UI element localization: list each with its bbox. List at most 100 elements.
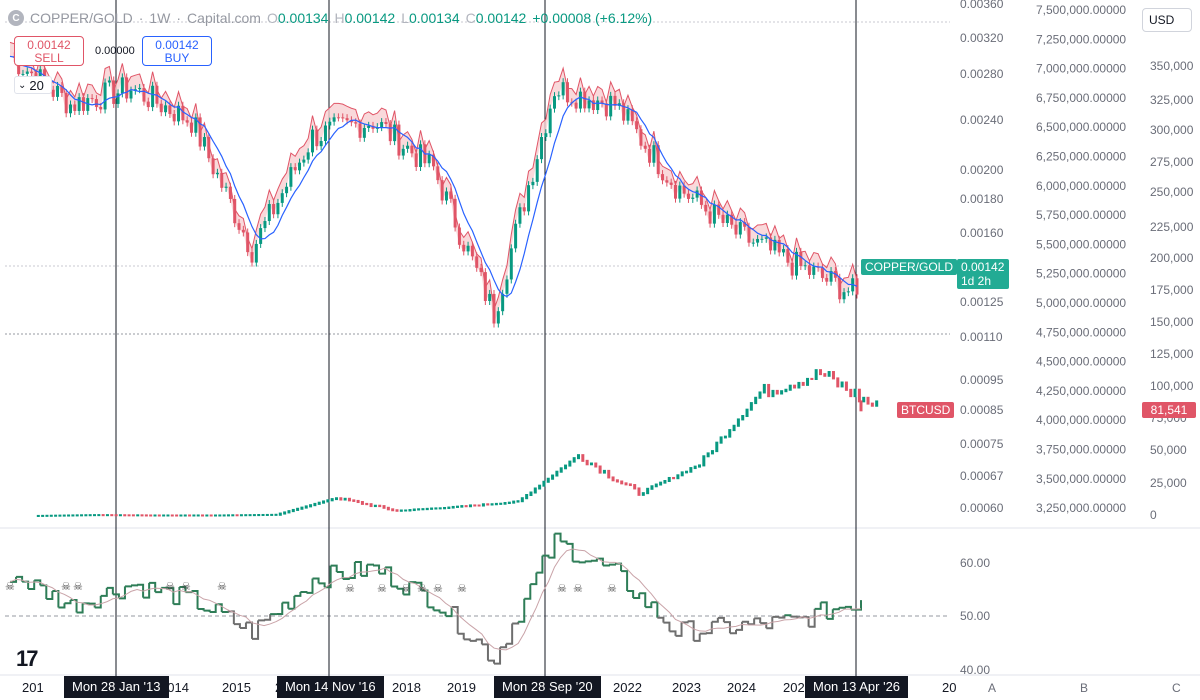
overbought-marker-icon: ☠ [217,581,227,593]
btc-candle [274,513,278,516]
cg-candle [639,129,643,146]
btc-scale-label: 275,000 [1150,155,1194,169]
rsi-step-line [572,560,580,563]
btc-candle [525,494,529,500]
rsi-step-line [518,598,526,623]
rsi-step-line [554,532,562,542]
cg-candle [479,267,483,273]
btc-candle [339,497,343,501]
btc-candle [486,503,490,506]
rsi-step-line [451,606,459,634]
big-scale-label: 4,500,000.00000 [1036,355,1126,369]
btc-candle [300,506,304,510]
cg-candle [717,204,721,215]
rsi-step-line [118,586,126,600]
cg-candle [483,272,487,302]
cg-candle [725,214,729,224]
btc-candle [430,507,434,510]
rsi-step-line [397,587,405,595]
rsi-step-line [621,570,629,592]
interval-label[interactable]: 1W [149,10,171,26]
big-scale-label: 7,500,000.00000 [1036,3,1126,17]
buy-button[interactable]: 0.00142 BUY [142,36,212,66]
cg-candle [241,229,245,233]
cg-candle [674,184,677,199]
capital-logo-icon: C [8,10,24,26]
crosshair-date-tag: Mon 28 Jan '13 [64,676,169,698]
rsi-step-line [711,617,719,623]
btc-candle [594,462,598,468]
cg-candle [514,223,518,249]
cg-candle [198,117,202,147]
cg-candle [652,145,656,163]
big-scale-label: 6,250,000.00000 [1036,150,1126,164]
cg-candle [609,95,613,117]
cg-candle [488,293,492,302]
cg-candle [743,222,747,227]
big-scale-label: 4,750,000.00000 [1036,325,1126,339]
rsi-step-line [306,578,314,594]
rsi-step-line [336,571,344,579]
cg-scale-label: 0.00075 [960,437,1004,451]
symbol-name[interactable]: COPPER/GOLD [30,10,133,26]
overbought-marker-icon: ☠ [607,583,617,595]
cg-candle [838,277,842,300]
cg-candle [367,125,371,128]
sell-button[interactable]: 0.00142 SELL [14,36,84,66]
btc-candle [399,509,403,512]
btc-candle [287,510,291,514]
cg-candle [142,87,146,102]
cg-candle [855,278,859,295]
cg-candle [345,118,349,121]
cg-candle [224,186,228,188]
time-axis-label: A [988,681,996,695]
rsi-step-line [10,576,18,583]
cg-candle [501,293,505,312]
btc-scale-label: 225,000 [1150,220,1194,234]
cg-candle [769,237,773,251]
cg-candle [99,106,103,110]
cg-candle [393,124,397,142]
tradingview-logo-icon[interactable]: 17 [16,646,39,671]
cg-candle [643,145,647,149]
currency-select[interactable]: USD [1142,8,1192,32]
rsi-step-line [366,563,374,566]
cg-candle [462,244,466,252]
rsi-step-line [463,638,471,641]
btc-candle [75,514,79,517]
btc-candle [875,400,879,407]
cg-candle [449,191,453,199]
btc-candle [283,511,287,515]
cg-candle [553,96,556,109]
cg-candle [764,237,768,239]
time-axis-label: 2023 [672,680,701,695]
indicator-toggle[interactable]: ⌄ 20 [14,76,52,94]
cg-candle [181,105,185,121]
btc-scale-label: 100,000 [1150,379,1194,393]
cg-candle [829,271,833,282]
rsi-step-line [633,593,641,599]
btc-candle [231,514,235,517]
btc-candle [131,514,135,517]
cg-candle [69,104,72,114]
bar-countdown: 1d 2h [961,274,992,288]
btc-candle [862,396,866,403]
cg-candle [699,190,703,205]
btc-candle [252,514,256,517]
cg-candle [56,85,60,97]
btc-candle [369,503,373,508]
crosshair-date-tag: Mon 28 Sep '20 [494,676,601,698]
btc-candle [663,480,667,484]
btc-candle [265,513,269,516]
cg-candle [272,204,276,215]
symbol-legend[interactable]: C COPPER/GOLD · 1W · Capital.com O0.0013… [8,10,652,26]
cg-candle [103,82,107,110]
low-label: L [401,10,409,26]
btc-candle [788,384,792,391]
btc-candle [360,501,364,505]
overbought-marker-icon: ☠ [181,581,191,593]
btc-candle [806,377,810,386]
cg-candle [51,89,55,97]
btc-candle [382,505,386,509]
